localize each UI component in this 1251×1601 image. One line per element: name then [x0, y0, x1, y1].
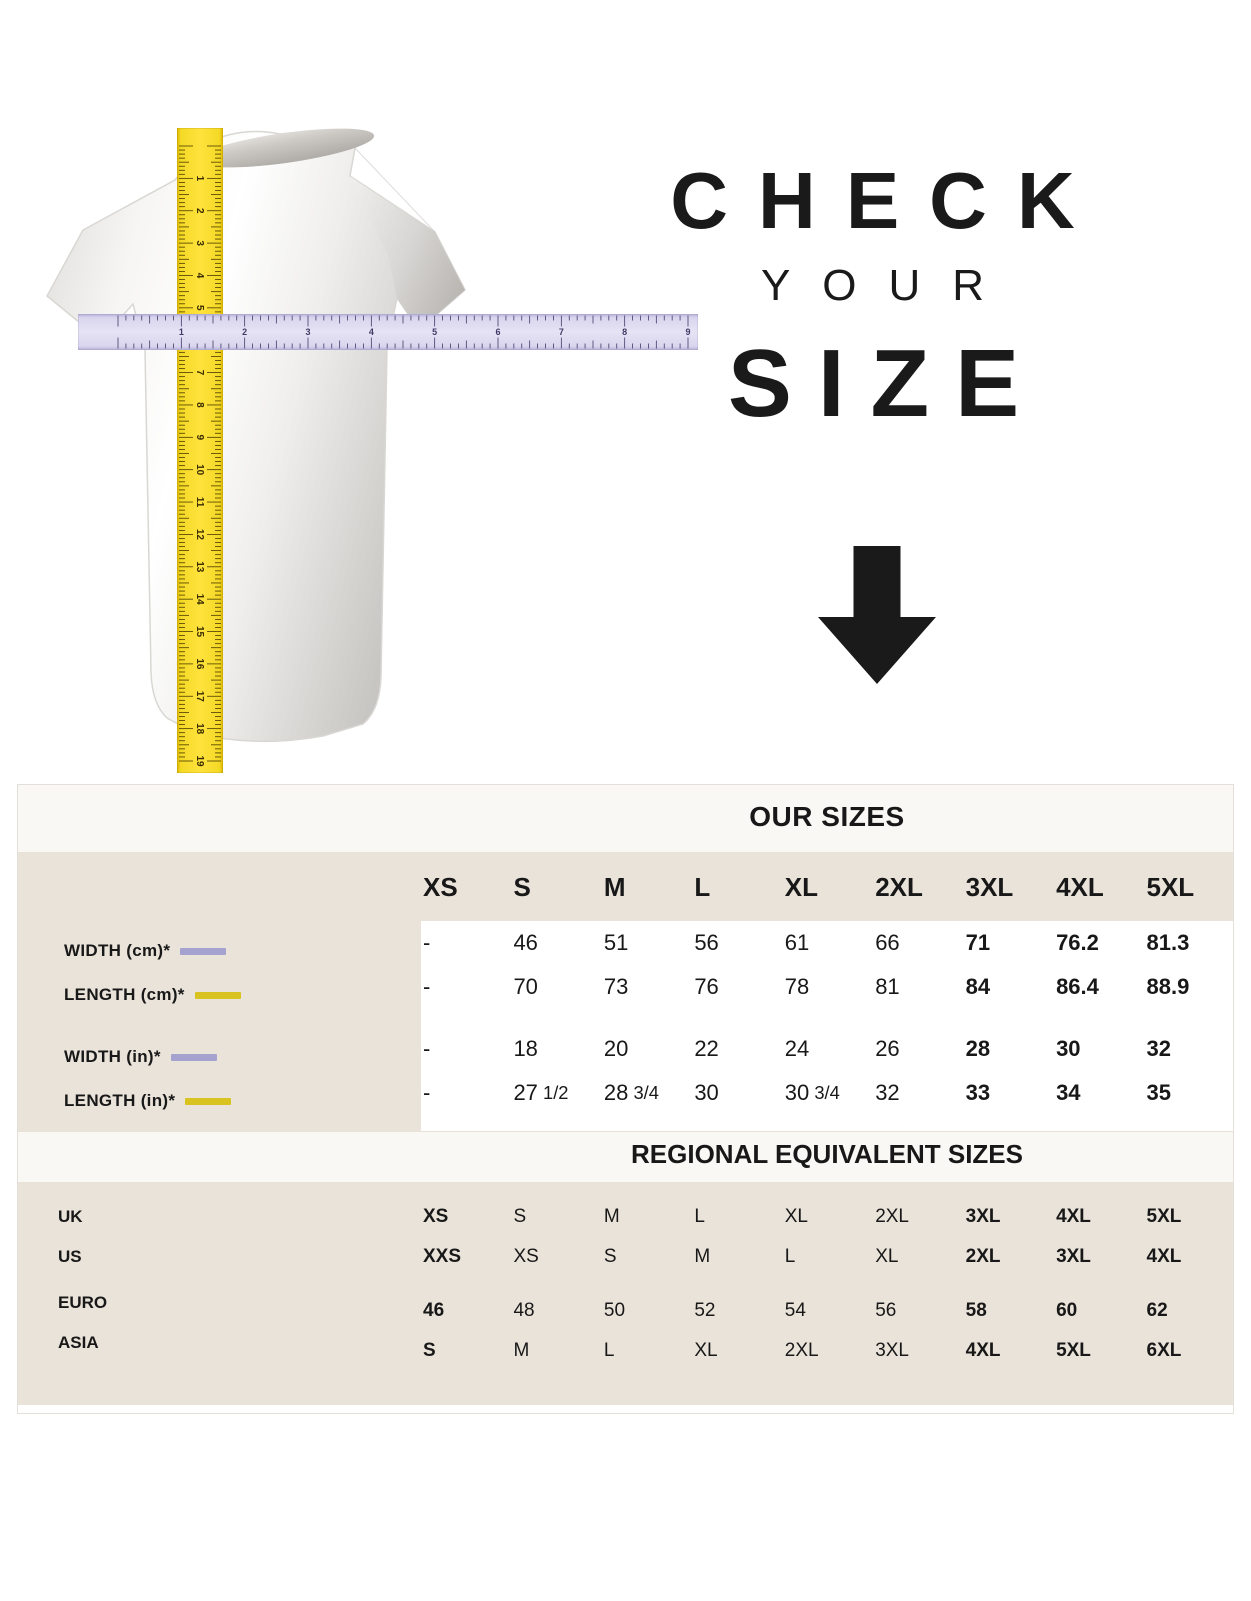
- svg-text:13: 13: [194, 561, 205, 573]
- svg-text:4: 4: [369, 327, 374, 337]
- svg-text:16: 16: [194, 658, 205, 670]
- svg-text:19: 19: [194, 755, 205, 767]
- svg-text:9: 9: [685, 327, 690, 337]
- svg-text:7: 7: [194, 370, 205, 376]
- svg-text:18: 18: [194, 723, 205, 735]
- svg-text:5: 5: [432, 327, 437, 337]
- svg-text:10: 10: [194, 464, 205, 476]
- svg-text:2: 2: [194, 208, 205, 214]
- svg-text:8: 8: [194, 402, 205, 408]
- svg-text:6: 6: [495, 327, 500, 337]
- svg-text:3: 3: [194, 240, 205, 246]
- svg-text:4: 4: [194, 273, 205, 279]
- svg-text:17: 17: [194, 691, 205, 703]
- svg-text:1: 1: [194, 176, 205, 182]
- svg-text:5: 5: [194, 305, 205, 311]
- svg-text:8: 8: [622, 327, 627, 337]
- svg-text:7: 7: [559, 327, 564, 337]
- svg-text:12: 12: [194, 529, 205, 541]
- svg-text:9: 9: [194, 435, 205, 441]
- svg-text:2: 2: [242, 327, 247, 337]
- svg-text:1: 1: [179, 327, 184, 337]
- svg-text:3: 3: [305, 327, 310, 337]
- svg-text:15: 15: [194, 626, 205, 638]
- svg-text:11: 11: [194, 497, 205, 508]
- svg-text:14: 14: [194, 594, 205, 606]
